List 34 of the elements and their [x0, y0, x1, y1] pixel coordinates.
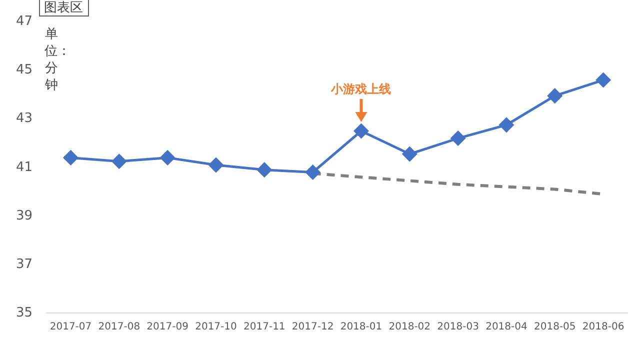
x-tick-label: 2018-06	[582, 322, 624, 333]
point	[548, 88, 562, 104]
point	[450, 131, 466, 146]
y-axis-title: 单位：分钟	[44, 26, 71, 94]
x-tick-label: 2018-05	[534, 322, 576, 333]
y-tick-label: 39	[16, 208, 33, 224]
text: 图表区	[44, 0, 83, 16]
point	[160, 150, 175, 165]
y-tick-label: 41	[16, 160, 33, 175]
x-tick-label: 2017-11	[244, 322, 286, 333]
x-tick-label: 2018-02	[388, 322, 431, 333]
y-tick-label: 35	[16, 305, 33, 320]
y-tick-label: 45	[16, 62, 33, 78]
x-tick-label: 2017-10	[195, 322, 237, 333]
point	[596, 72, 611, 88]
point	[208, 158, 224, 172]
y-tick-label: 43	[16, 111, 33, 126]
x-tick-label: 2017-12	[292, 322, 334, 333]
x-tick-label: 2017-07	[50, 322, 92, 333]
x-tick-label: 2018-04	[486, 322, 528, 333]
x-tick-label: 2018-01	[340, 322, 382, 333]
point	[354, 124, 368, 138]
x-tick-label: 2017-08	[98, 322, 140, 333]
point	[499, 118, 514, 132]
y-tick-label: 37	[16, 256, 33, 272]
annotation: 小游戏上线	[330, 82, 392, 96]
x-tick-label: 2018-03	[437, 322, 479, 333]
point	[64, 150, 78, 165]
point	[257, 162, 272, 178]
y-tick-label: 47	[16, 14, 33, 30]
point	[112, 154, 126, 169]
point	[402, 146, 417, 162]
point	[306, 165, 320, 180]
x-tick-label: 2017-09	[146, 322, 188, 333]
